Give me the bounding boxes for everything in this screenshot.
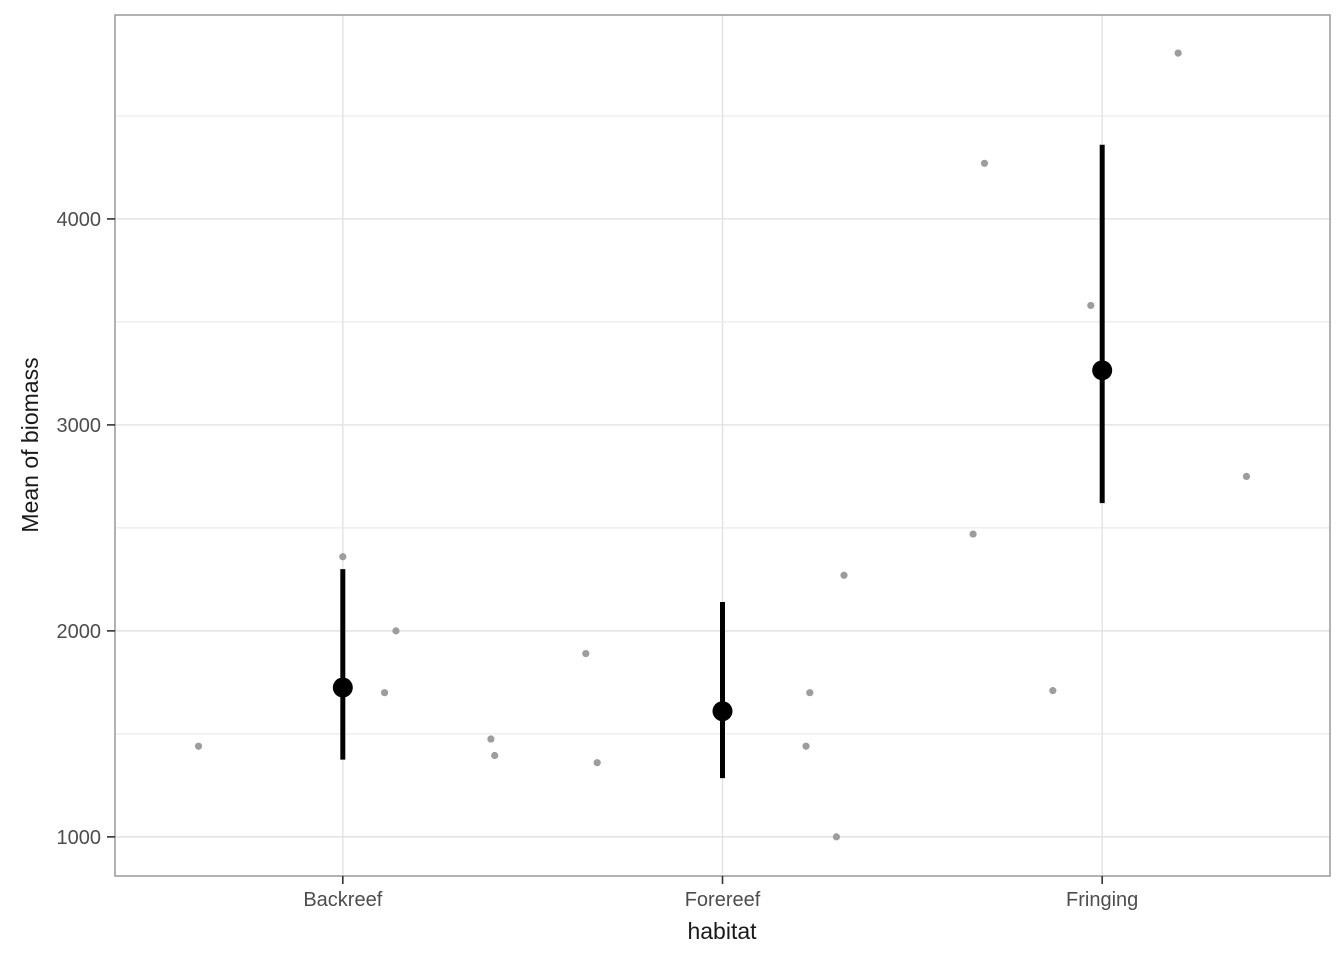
data-point-backreef <box>380 689 389 697</box>
data-point-backreef <box>487 735 495 743</box>
y-axis-title: Mean of biomass <box>17 357 43 532</box>
x-axis-title: habitat <box>687 918 757 944</box>
data-point-forereef <box>582 649 590 658</box>
data-point-backreef <box>392 627 400 635</box>
mean-point-fringing <box>1092 360 1113 381</box>
data-point-fringing <box>1049 687 1057 695</box>
y-tick-label-4000: 4000 <box>57 209 102 231</box>
x-tick-label-fringing: Fringing <box>1066 889 1138 911</box>
data-point-forereef <box>806 689 814 697</box>
data-point-fringing <box>1087 301 1095 310</box>
data-point-backreef <box>339 553 347 561</box>
mean-point-forereef <box>712 701 733 722</box>
y-tick-label-2000: 2000 <box>57 621 102 643</box>
data-point-fringing <box>1174 49 1182 57</box>
data-point-forereef <box>832 833 841 841</box>
data-point-fringing <box>980 159 989 167</box>
data-point-fringing <box>969 530 977 538</box>
data-point-backreef <box>491 751 499 760</box>
data-point-fringing <box>1242 472 1251 480</box>
mean-point-backreef <box>332 677 353 698</box>
data-point-backreef <box>194 742 203 750</box>
data-point-forereef <box>840 571 848 579</box>
x-tick-label-forereef: Forereef <box>685 889 761 911</box>
data-point-forereef <box>802 742 810 750</box>
chart-plot-area: 1000 2000 3000 4000 Backreef Forereef Fringing <box>57 14 1331 911</box>
y-tick-label-3000: 3000 <box>57 415 102 437</box>
y-tick-label-1000: 1000 <box>57 827 102 849</box>
data-point-forereef <box>593 759 601 767</box>
x-tick-label-backreef: Backreef <box>303 889 382 911</box>
